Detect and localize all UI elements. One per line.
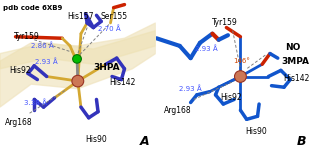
Text: 146°: 146° (234, 58, 251, 64)
Text: 2.86 Å: 2.86 Å (31, 43, 53, 49)
Text: B: B (296, 135, 306, 148)
Text: NO: NO (285, 43, 301, 52)
Circle shape (72, 75, 84, 87)
Text: pdb code 6XB9: pdb code 6XB9 (3, 5, 62, 11)
Text: Tyr159: Tyr159 (14, 32, 39, 41)
Text: His92: His92 (220, 93, 242, 102)
Text: A: A (140, 135, 149, 148)
Text: 3MPA: 3MPA (281, 57, 309, 66)
Text: Arg168: Arg168 (5, 118, 32, 127)
Text: His90: His90 (245, 127, 267, 136)
Circle shape (73, 55, 81, 63)
Text: Arg168: Arg168 (164, 106, 192, 115)
Text: 3HPA: 3HPA (93, 63, 120, 72)
Circle shape (235, 71, 246, 82)
Text: 2.93 Å: 2.93 Å (179, 85, 202, 92)
Text: 2.93 Å: 2.93 Å (35, 58, 58, 65)
Text: Ser155: Ser155 (100, 12, 127, 21)
Text: His142: His142 (110, 78, 136, 87)
Text: 2.70 Å: 2.70 Å (98, 26, 120, 32)
Text: 2.93 Å: 2.93 Å (195, 46, 217, 52)
Text: His157: His157 (68, 12, 94, 21)
Text: His92: His92 (9, 66, 31, 75)
Text: Tyr159: Tyr159 (212, 19, 238, 27)
Polygon shape (0, 23, 156, 107)
Text: His90: His90 (85, 135, 107, 144)
Text: 3.38 Å: 3.38 Å (24, 99, 47, 106)
Polygon shape (0, 31, 156, 69)
Text: His142: His142 (283, 74, 310, 82)
